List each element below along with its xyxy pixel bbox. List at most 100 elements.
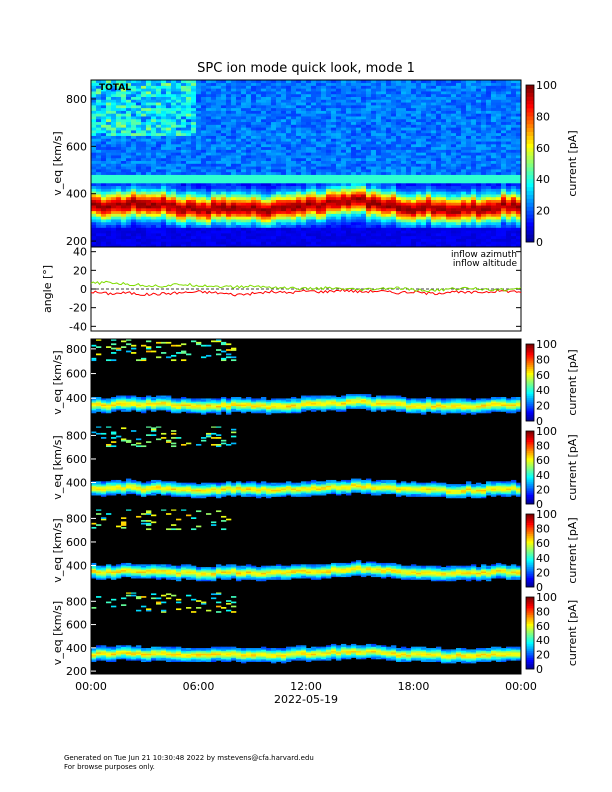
spectrogram-cell <box>186 105 192 109</box>
spectrogram-cell <box>326 216 332 220</box>
spectrogram-cell <box>121 166 127 170</box>
spectrogram-cell <box>381 174 387 178</box>
spectrogram-cell <box>166 146 172 150</box>
spectrogram-cell <box>311 121 317 125</box>
spectrogram-cell <box>151 202 157 206</box>
spectrogram-cell <box>201 149 207 153</box>
spectrogram-cell <box>471 221 477 226</box>
spectrogram-cell <box>346 127 352 131</box>
spectrogram-cell <box>406 196 412 200</box>
spectrogram-cell <box>226 177 232 181</box>
spectrogram-cell <box>456 238 462 242</box>
spectrogram-cell <box>476 233 482 237</box>
spectrogram-cell <box>396 116 402 120</box>
spectrogram-cell <box>206 199 212 203</box>
spectrogram-cell <box>246 91 252 95</box>
spectrogram-cell <box>346 163 352 167</box>
spectrogram-cell <box>426 160 432 164</box>
spectrogram-cell <box>371 96 377 100</box>
spectrogram-cell <box>486 138 492 142</box>
spectrogram-cell <box>446 235 452 239</box>
spectrogram-cell <box>441 219 447 223</box>
spectrogram-cell <box>476 241 482 245</box>
spectrogram-cell <box>191 124 197 128</box>
spectrogram-cell <box>256 230 262 234</box>
spectrogram-cell <box>301 230 307 234</box>
spectrogram-cell <box>246 233 252 237</box>
spectrogram-cell <box>186 107 192 111</box>
spectrogram-cell <box>256 141 262 145</box>
spectrogram-cell <box>221 227 227 231</box>
spectrogram-cell <box>481 233 487 237</box>
spectrogram-cell <box>381 80 387 84</box>
spectrogram-cell <box>151 177 157 181</box>
spectrogram-cell <box>351 118 357 123</box>
spectrogram-cell <box>471 124 477 128</box>
spectrogram-cell <box>371 199 377 203</box>
spectrogram-cell <box>411 244 417 248</box>
spectrogram-cell <box>221 210 227 214</box>
spectrogram-cell <box>146 221 152 226</box>
spectrogram-cell <box>126 221 132 226</box>
spectrogram-cell <box>91 219 97 223</box>
spectrogram-cell <box>181 196 187 200</box>
spectrogram-cell <box>216 102 222 106</box>
spectrogram-cell <box>461 219 467 223</box>
spectrogram-cell <box>261 138 267 142</box>
spectrogram-cell <box>96 199 102 203</box>
spectrogram-cell <box>246 121 252 125</box>
spectrogram-cell <box>221 96 227 100</box>
spectrogram-cell <box>111 91 117 95</box>
spectrogram-cell <box>336 241 342 245</box>
spectrogram-cell <box>276 88 282 92</box>
spectrogram-cell <box>276 107 282 111</box>
spectrogram-cell <box>386 188 392 192</box>
spectrogram-cell <box>466 138 472 142</box>
spectrogram-cell <box>386 157 392 162</box>
spectrogram-cell <box>361 210 367 214</box>
spectrogram-cell <box>211 96 217 100</box>
spectrogram-cell <box>441 88 447 92</box>
spectrogram-cell <box>366 102 372 106</box>
spectrogram-cell <box>161 166 167 170</box>
spectrogram-cell <box>491 146 497 150</box>
spectrogram-cell <box>306 138 312 142</box>
spectrogram-cell <box>146 182 152 187</box>
spectrogram-cell <box>126 163 132 167</box>
spectrogram-cell <box>461 130 467 134</box>
spectrogram-cell <box>381 144 387 148</box>
spectrogram-cell <box>101 141 107 145</box>
spectrogram-cell <box>91 182 97 187</box>
spectrogram-cell <box>171 213 177 217</box>
spectrogram-cell <box>411 177 417 181</box>
spectrogram-cell <box>201 208 207 212</box>
spectrogram-cell <box>506 238 512 242</box>
spectrogram-cell <box>371 238 377 242</box>
spectrogram-cell <box>281 93 287 97</box>
spectrogram-cell <box>426 166 432 170</box>
spectrogram-cell <box>101 235 107 239</box>
spectrogram-cell <box>261 160 267 164</box>
spectrogram-cell <box>266 80 272 84</box>
spectrogram-cell <box>186 113 192 117</box>
spectrogram-cell <box>116 99 122 103</box>
spectrogram-cell <box>151 185 157 189</box>
spectrogram-cell <box>366 155 372 159</box>
spectrogram-cell <box>491 174 497 178</box>
spectrogram-cell <box>326 241 332 245</box>
spectrogram-cell <box>226 227 232 231</box>
spectrogram-cell <box>491 235 497 239</box>
spectrogram-cell <box>376 149 382 153</box>
spectrogram-cell <box>186 146 192 150</box>
spectrogram-cell <box>446 213 452 217</box>
spectrogram-cell <box>501 199 507 203</box>
spectrogram-cell <box>436 130 442 134</box>
spectrogram-cell <box>176 116 182 120</box>
spectrogram-cell <box>301 199 307 203</box>
spectrogram-cell <box>296 233 302 237</box>
spectrogram-cell <box>151 182 157 187</box>
spectrogram-cell <box>416 105 422 109</box>
spectrogram-cell <box>211 135 217 139</box>
spectrogram-cell <box>371 244 377 248</box>
spectrogram-cell <box>131 155 137 159</box>
